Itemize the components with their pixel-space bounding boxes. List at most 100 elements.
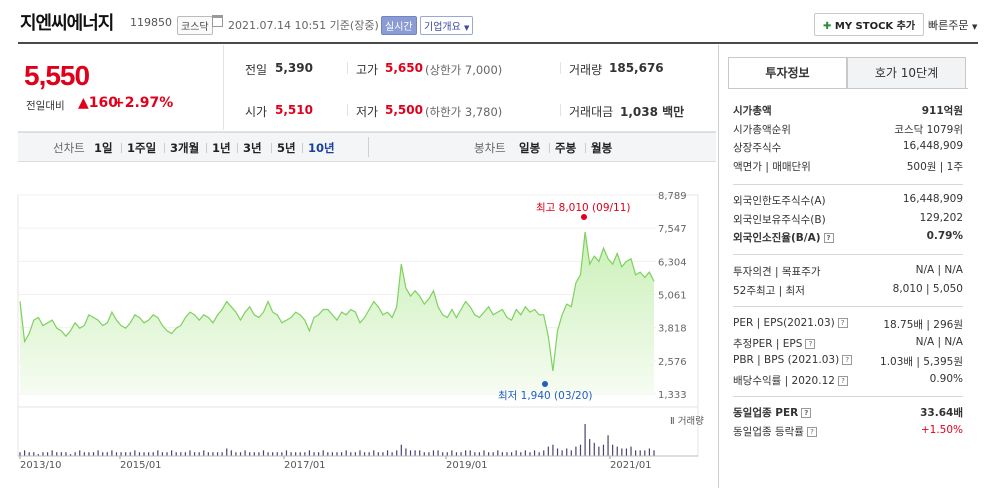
period-tab-4[interactable]: 3년 xyxy=(243,141,262,155)
period-tab-2[interactable]: 3개월 xyxy=(170,141,200,155)
help-icon[interactable]: ? xyxy=(801,408,812,418)
volume-bar xyxy=(308,450,311,456)
volume-bar xyxy=(579,444,582,456)
tab-orderbook[interactable]: 호가 10단계 xyxy=(847,57,966,89)
stock-name: 지엔씨에너지 xyxy=(20,13,114,34)
info-value: 129,202 xyxy=(919,211,963,224)
volume-bar xyxy=(203,450,205,456)
period-tab-5[interactable]: 5년 xyxy=(277,141,296,155)
period-tab-0[interactable]: 1일 xyxy=(94,141,113,155)
help-icon[interactable]: ? xyxy=(842,355,853,365)
volume-bar xyxy=(497,450,499,456)
info-row: 배당수익률 | 2020.12? 0.90% xyxy=(733,373,963,390)
tab-sep xyxy=(368,137,369,157)
amount-value: 1,038 백만 xyxy=(620,105,685,119)
info-row: 동일업종 PER? 33.64배 xyxy=(733,405,963,422)
help-icon[interactable]: ? xyxy=(837,375,848,386)
y-tick-label: 1,333 xyxy=(658,390,687,401)
info-row: 외국인한도주식수(A) 16,448,909 xyxy=(733,193,963,210)
info-label: 투자의견 | 목표주가 xyxy=(733,266,821,278)
help-icon[interactable]: ? xyxy=(837,318,848,328)
volume-bar xyxy=(566,448,568,456)
volume-bar xyxy=(42,452,44,456)
volume-bar xyxy=(538,452,540,456)
info-label: PER | EPS(2021.03)? xyxy=(733,317,848,329)
volume-bar xyxy=(161,452,164,456)
volume-bar xyxy=(253,452,255,456)
open-label: 시가 xyxy=(245,105,268,119)
tab-separator xyxy=(585,143,586,153)
volume-bar xyxy=(180,452,182,456)
info-row: 상장주식수 16,448,909 xyxy=(733,140,963,157)
y-tick-label: 3,818 xyxy=(658,324,687,335)
volume-bar xyxy=(442,452,444,456)
y-tick-label: 2,576 xyxy=(658,357,687,368)
volume-bar xyxy=(515,450,517,456)
company-overview-button[interactable]: 기업개요 ▼ xyxy=(420,16,474,35)
candle-tab-2[interactable]: 월봉 xyxy=(591,141,613,155)
realtime-badge[interactable]: 실시간 xyxy=(381,16,417,35)
volume-bar xyxy=(134,450,136,456)
volume-bar xyxy=(460,452,462,456)
volume-bar xyxy=(249,452,251,456)
volume-bar xyxy=(235,452,237,456)
candle-tab-1[interactable]: 주봉 xyxy=(555,141,577,155)
tab-separator xyxy=(206,143,207,153)
tab-separator xyxy=(121,143,122,153)
volume-bar xyxy=(272,452,274,456)
volume-bar xyxy=(281,452,283,456)
volume-bar xyxy=(625,448,628,456)
help-icon[interactable]: ? xyxy=(823,233,834,243)
info-value: 0.90% xyxy=(929,372,963,385)
tab-invest-info[interactable]: 투자정보 xyxy=(728,57,847,89)
info-value: 16,448,909 xyxy=(902,193,963,205)
info-value: 16,448,909 xyxy=(902,140,963,152)
info-row: 액면가 | 매매단위 500원 | 1주 xyxy=(733,159,963,176)
volume-bar xyxy=(212,452,214,456)
low-value: 5,500 xyxy=(385,103,423,117)
info-label: 추정PER | EPS? xyxy=(733,336,816,351)
mystock-add-button[interactable]: ✚ MY STOCK 추가 xyxy=(814,13,925,36)
mystock-add-label: MY STOCK 추가 xyxy=(834,21,916,32)
info-label: 외국인한도주식수(A) xyxy=(733,195,826,207)
high-annotation: 최고 8,010 (09/11) xyxy=(536,202,631,214)
period-tab-3[interactable]: 1년 xyxy=(212,141,231,155)
change-percent: +2.97% xyxy=(113,95,174,111)
calendar-icon xyxy=(212,15,223,27)
info-row: 외국인보유주식수(B) 129,202 xyxy=(733,212,963,229)
period-tab-1[interactable]: 1주일 xyxy=(127,141,157,155)
help-icon[interactable]: ? xyxy=(805,338,816,349)
volume-bar xyxy=(368,452,370,456)
info-row: 투자의견 | 목표주가 N/A | N/A xyxy=(733,264,963,281)
info-row: PER | EPS(2021.03)? 18.75배 | 296원 xyxy=(733,317,963,334)
volume-bar xyxy=(143,452,145,456)
volume-bar xyxy=(83,452,85,456)
volume-bar xyxy=(299,452,301,456)
volume-bar xyxy=(152,452,154,456)
period-tab-6[interactable]: 10년 xyxy=(308,141,335,155)
volume-bar xyxy=(79,450,81,456)
volume-bar xyxy=(157,450,159,456)
volume-bar xyxy=(285,450,288,456)
volume-bar xyxy=(419,450,421,456)
candle-tab-0[interactable]: 일봉 xyxy=(519,141,541,155)
volume-bar xyxy=(111,450,113,456)
help-icon[interactable]: ? xyxy=(806,426,817,437)
volume-bar xyxy=(175,452,177,456)
volume-bar xyxy=(230,450,232,456)
prev-close-value: 5,390 xyxy=(275,61,313,75)
info-row: 52주최고 | 최저 8,010 | 5,050 xyxy=(733,283,963,300)
volume-bar xyxy=(506,452,508,456)
tab-separator xyxy=(302,143,303,153)
volume-bar xyxy=(377,452,379,456)
volume-bar xyxy=(148,452,150,456)
plus-icon: ✚ xyxy=(823,21,832,32)
volume-bar xyxy=(19,452,21,456)
quick-order-link[interactable]: 빠른주문 ▼ xyxy=(928,17,977,33)
volume-bar xyxy=(363,452,366,456)
panel-divider xyxy=(718,45,719,488)
volume-bar xyxy=(455,452,458,456)
chevron-down-icon: ▼ xyxy=(971,23,978,31)
volume-bar xyxy=(469,450,471,456)
prev-close-label: 전일 xyxy=(245,63,268,77)
